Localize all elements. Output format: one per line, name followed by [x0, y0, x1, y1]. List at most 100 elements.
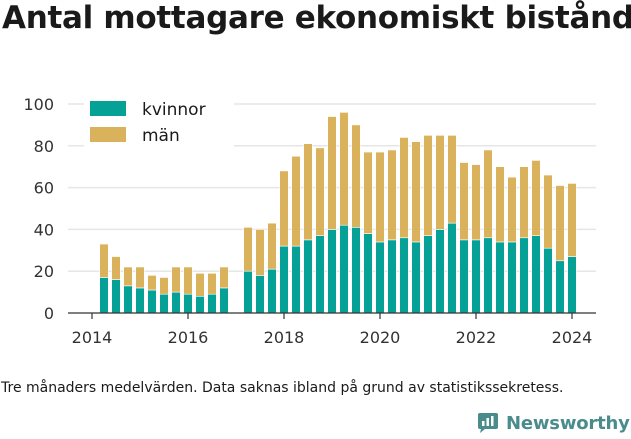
legend-swatch-man	[90, 127, 126, 142]
bar-kvinnor	[171, 291, 181, 314]
bar-kvinnor	[531, 235, 541, 314]
stacked-bar-chart: 0 20 40 60 80 100 2014 2016 2018 2020 2022 2024 kvin…	[23, 95, 596, 347]
bar-man	[267, 222, 277, 270]
bar-man	[531, 160, 541, 236]
bar-man	[519, 166, 529, 239]
bar-kvinnor	[399, 237, 409, 314]
bar-kvinnor	[339, 224, 349, 314]
bar-kvinnor	[375, 241, 385, 314]
bar-man	[171, 266, 181, 293]
chart-title: Antal mottagare ekonomiskt bistånd	[2, 0, 631, 36]
bar-man	[495, 166, 505, 243]
bar-kvinnor	[291, 245, 301, 314]
bar-kvinnor	[351, 227, 361, 314]
bar-man	[339, 112, 349, 226]
bar-kvinnor	[495, 241, 505, 314]
bar-kvinnor	[435, 229, 445, 314]
newsworthy-brand[interactable]: Newsworthy	[476, 408, 630, 438]
bar-kvinnor	[219, 287, 229, 314]
bar-man	[195, 272, 205, 297]
bar-man	[435, 135, 445, 230]
bar-kvinnor	[207, 293, 217, 314]
bar-kvinnor	[279, 245, 289, 314]
legend-swatch-kvinnor	[90, 101, 126, 116]
bar-kvinnor	[183, 293, 193, 314]
bar-kvinnor	[543, 247, 553, 314]
bar-man	[459, 162, 469, 241]
bar-man	[291, 155, 301, 247]
bar-man	[363, 151, 373, 234]
bar-man	[315, 147, 325, 236]
bar-kvinnor	[555, 260, 565, 314]
x-tick-label: 2014	[72, 328, 113, 347]
bar-kvinnor	[315, 235, 325, 314]
bar-man	[99, 243, 109, 278]
bar-man	[327, 116, 337, 230]
bar-kvinnor	[255, 275, 265, 314]
bar-kvinnor	[567, 256, 577, 314]
bar-man	[219, 266, 229, 289]
y-tick-label: 40	[34, 220, 54, 239]
bar-kvinnor	[99, 277, 109, 314]
y-tick-label: 0	[44, 304, 54, 323]
bar-man	[255, 229, 265, 276]
bar-man	[555, 185, 565, 262]
bar-man	[279, 170, 289, 247]
x-tick-label: 2024	[552, 328, 593, 347]
bar-man	[399, 137, 409, 239]
bar-man	[483, 149, 493, 239]
bar-kvinnor	[267, 268, 277, 314]
x-tick-label: 2022	[456, 328, 497, 347]
bar-man	[147, 275, 157, 291]
bar-kvinnor	[147, 289, 157, 314]
bar-man	[159, 277, 169, 295]
bar-man	[183, 266, 193, 295]
bar-kvinnor	[111, 279, 121, 314]
bar-kvinnor	[159, 293, 169, 314]
bar-man	[471, 164, 481, 241]
legend-label-kvinnor: kvinnor	[142, 100, 206, 120]
newsworthy-logo-icon	[478, 413, 498, 433]
bar-man	[423, 135, 433, 236]
x-tick-label: 2016	[168, 328, 209, 347]
bar-man	[375, 151, 385, 243]
bar-kvinnor	[135, 287, 145, 314]
bar-kvinnor	[507, 241, 517, 314]
y-tick-label: 80	[34, 137, 54, 156]
y-tick-label: 100	[23, 95, 54, 114]
bar-man	[123, 266, 133, 287]
bar-kvinnor	[363, 233, 373, 314]
bar-man	[507, 176, 517, 243]
bar-kvinnor	[327, 229, 337, 314]
bar-kvinnor	[243, 270, 253, 314]
y-tick-label: 60	[34, 179, 54, 198]
bar-man	[387, 149, 397, 241]
bar-kvinnor	[471, 239, 481, 314]
bar-kvinnor	[195, 295, 205, 314]
y-tick-label: 20	[34, 262, 54, 281]
bar-man	[135, 266, 145, 289]
bar-kvinnor	[411, 241, 421, 314]
bar-kvinnor	[483, 237, 493, 314]
bar-kvinnor	[303, 239, 313, 314]
bar-man	[303, 143, 313, 241]
bar-kvinnor	[459, 239, 469, 314]
bar-man	[411, 141, 421, 243]
bar-kvinnor	[387, 239, 397, 314]
bar-man	[111, 256, 121, 280]
bar-man	[543, 174, 553, 249]
legend-label-man: män	[142, 126, 180, 146]
bar-kvinnor	[123, 285, 133, 314]
bar-kvinnor	[447, 222, 457, 314]
bar-man	[567, 183, 577, 257]
chart-caption: Tre månaders medelvärden. Data saknas ib…	[1, 380, 564, 396]
bar-kvinnor	[519, 237, 529, 314]
brand-name: Newsworthy	[506, 412, 630, 434]
x-tick-label: 2020	[360, 328, 401, 347]
bar-man	[351, 124, 361, 228]
x-tick-label: 2018	[264, 328, 305, 347]
bar-man	[207, 272, 217, 295]
bar-man	[447, 135, 457, 224]
bar-man	[243, 227, 253, 272]
bar-kvinnor	[423, 235, 433, 314]
